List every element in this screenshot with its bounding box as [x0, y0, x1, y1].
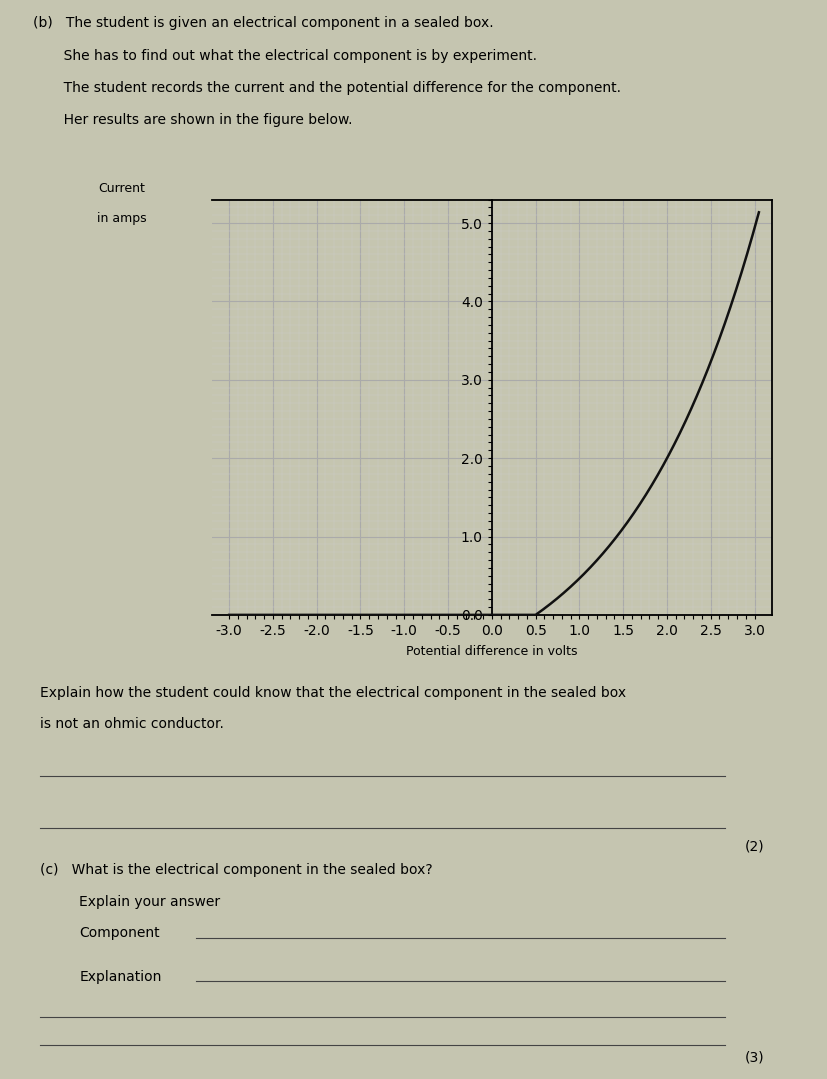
- Text: (2): (2): [743, 839, 763, 853]
- Text: (b)   The student is given an electrical component in a sealed box.: (b) The student is given an electrical c…: [32, 16, 493, 30]
- Text: (3): (3): [743, 1050, 763, 1064]
- Text: is not an ohmic conductor.: is not an ohmic conductor.: [41, 718, 224, 732]
- Text: She has to find out what the electrical component is by experiment.: She has to find out what the electrical …: [32, 49, 536, 63]
- Text: The student records the current and the potential difference for the component.: The student records the current and the …: [32, 81, 620, 95]
- Text: (c)   What is the electrical component in the sealed box?: (c) What is the electrical component in …: [41, 863, 433, 877]
- Text: Explain how the student could know that the electrical component in the sealed b: Explain how the student could know that …: [41, 685, 626, 699]
- Text: in amps: in amps: [97, 211, 146, 224]
- X-axis label: Potential difference in volts: Potential difference in volts: [405, 645, 577, 658]
- Text: Explanation: Explanation: [79, 970, 161, 984]
- Text: Her results are shown in the figure below.: Her results are shown in the figure belo…: [32, 113, 351, 127]
- Text: Component: Component: [79, 926, 160, 940]
- Text: Current: Current: [98, 182, 146, 195]
- Text: Explain your answer: Explain your answer: [79, 894, 220, 909]
